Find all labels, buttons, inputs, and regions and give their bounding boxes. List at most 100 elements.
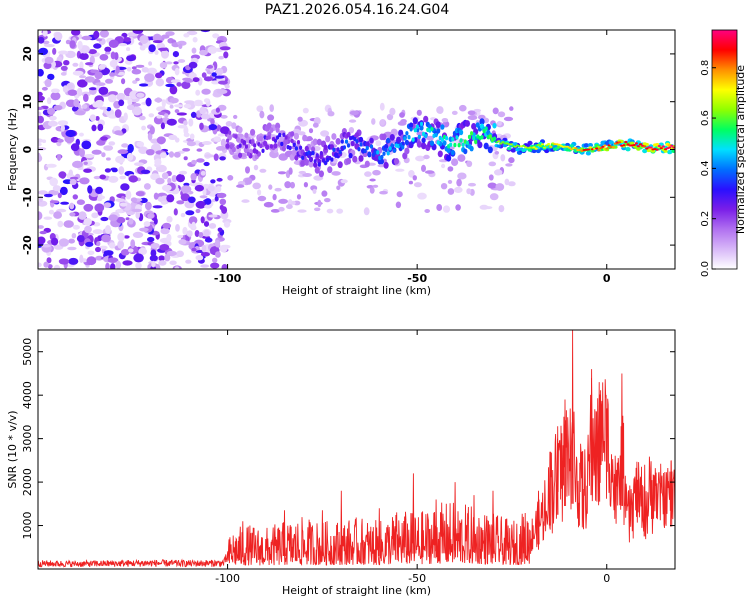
noise-cell: [128, 248, 134, 253]
noise-cell: [199, 122, 204, 130]
noise-cell: [169, 104, 174, 109]
noise-cell: [212, 257, 218, 263]
noise-cell: [117, 149, 129, 155]
signal-cell: [279, 136, 285, 143]
halo-cell: [467, 110, 476, 116]
signal-cell: [634, 142, 638, 145]
noise-cell: [152, 40, 163, 44]
noise-cell: [38, 190, 48, 195]
halo-cell: [466, 160, 473, 167]
signal-cell: [311, 146, 316, 152]
noise-cell: [203, 229, 210, 237]
noise-cell: [47, 107, 56, 115]
signal-cell: [423, 115, 429, 123]
signal-cell: [547, 143, 551, 145]
noise-cell: [203, 98, 210, 103]
noise-cell: [68, 169, 74, 177]
signal-cell: [470, 131, 474, 136]
signal-cell: [601, 145, 605, 148]
noise-cell: [177, 124, 188, 129]
noise-cell: [219, 244, 228, 253]
noise-cell: [144, 73, 155, 82]
halo-cell: [447, 179, 453, 184]
noise-cell: [43, 261, 49, 268]
noise-cell: [187, 196, 196, 204]
halo-cell: [268, 184, 273, 190]
signal-cell: [230, 143, 234, 149]
noise-cell: [208, 214, 218, 218]
y-tick-label: 10: [21, 94, 34, 110]
noise-cell: [100, 136, 108, 141]
noise-cell: [148, 113, 155, 118]
halo-cell: [447, 188, 455, 195]
snr-series-line: [38, 377, 675, 568]
halo-cell: [426, 135, 434, 141]
noise-cell: [149, 125, 155, 135]
signal-cell: [435, 121, 441, 129]
signal-cell: [278, 132, 282, 138]
signal-cell: [336, 147, 340, 152]
noise-cell: [71, 30, 81, 36]
y-tick-label: -20: [21, 235, 34, 255]
signal-cell: [607, 144, 611, 147]
signal-cell: [661, 145, 666, 148]
noise-cell: [65, 39, 71, 45]
noise-cell: [62, 85, 68, 93]
halo-cell: [408, 170, 415, 178]
signal-cell: [251, 139, 255, 144]
noise-cell: [201, 72, 207, 78]
halo-cell: [441, 163, 446, 169]
noise-cell: [216, 192, 227, 199]
snr-peak: [412, 473, 415, 554]
noise-cell: [95, 116, 100, 121]
signal-cell: [603, 144, 607, 147]
noise-cell: [201, 88, 211, 95]
noise-cell: [199, 106, 206, 115]
noise-cell: [93, 43, 102, 49]
halo-cell: [326, 208, 334, 214]
signal-cell: [497, 140, 501, 143]
signal-cell: [421, 137, 426, 144]
signal-cell: [585, 151, 592, 156]
noise-cell: [79, 177, 90, 185]
signal-cell: [437, 150, 443, 158]
noise-cell: [98, 64, 106, 70]
halo-cell: [369, 178, 376, 182]
noise-cell: [119, 175, 126, 180]
halo-cell: [503, 116, 514, 122]
noise-cell: [54, 31, 63, 41]
noise-cell: [190, 111, 197, 118]
signal-cell: [299, 145, 303, 150]
noise-cell: [191, 221, 196, 230]
signal-cell: [668, 146, 672, 149]
noise-cell: [108, 214, 118, 222]
noise-cell: [117, 232, 125, 242]
noise-cell: [125, 217, 130, 221]
snr-frame: [37, 329, 676, 570]
signal-cell: [419, 121, 424, 127]
halo-cell: [451, 110, 458, 115]
noise-cell: [60, 124, 65, 132]
halo-cell: [436, 106, 444, 114]
noise-cell: [141, 125, 147, 131]
noise-cell: [114, 109, 122, 118]
noise-cell: [164, 254, 171, 262]
noise-cell: [173, 208, 178, 216]
noise-cell: [39, 230, 47, 235]
signal-cell: [527, 140, 533, 146]
halo-cell: [290, 181, 295, 189]
signal-cell: [331, 133, 337, 140]
noise-cell: [115, 65, 120, 74]
halo-cell: [288, 167, 293, 175]
noise-cell: [165, 61, 173, 65]
noise-cell: [176, 200, 185, 205]
signal-cell: [273, 138, 278, 143]
noise-cell: [127, 143, 134, 153]
signal-cell: [407, 135, 411, 140]
signal-cell: [667, 149, 673, 155]
noise-cell: [96, 99, 104, 107]
noise-cell: [139, 45, 146, 51]
noise-cell: [217, 133, 226, 137]
snr-peak: [473, 495, 476, 553]
noise-cell: [117, 71, 126, 76]
